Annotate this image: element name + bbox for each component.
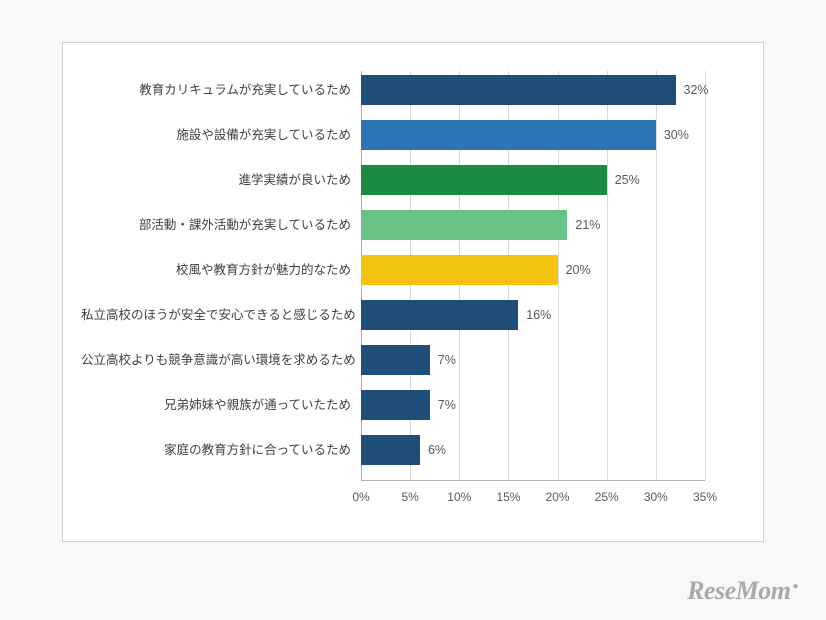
chart-card: 0%5%10%15%20%25%30%35%教育カリキュラムが充実しているため3… — [62, 42, 764, 542]
bar: 32% — [361, 75, 676, 105]
bar-row: 施設や設備が充実しているため30% — [361, 120, 705, 150]
value-label: 30% — [656, 120, 689, 150]
bar-row: 兄弟姉妹や親族が通っていたため7% — [361, 390, 705, 420]
x-tick-label: 0% — [352, 490, 369, 504]
bar-row: 家庭の教育方針に合っているため6% — [361, 435, 705, 465]
bar: 25% — [361, 165, 607, 195]
bar-row: 進学実績が良いため25% — [361, 165, 705, 195]
bar: 30% — [361, 120, 656, 150]
watermark-dot-icon: ● — [792, 581, 798, 592]
bar: 6% — [361, 435, 420, 465]
value-label: 16% — [518, 300, 551, 330]
value-label: 6% — [420, 435, 446, 465]
category-label: 進学実績が良いため — [81, 165, 361, 195]
grid-line — [705, 71, 706, 480]
watermark-text: ReseMom — [687, 576, 790, 605]
bar-row: 私立高校のほうが安全で安心できると感じるため16% — [361, 300, 705, 330]
plot-area: 0%5%10%15%20%25%30%35%教育カリキュラムが充実しているため3… — [361, 71, 705, 481]
value-label: 7% — [430, 390, 456, 420]
category-label: 兄弟姉妹や親族が通っていたため — [81, 390, 361, 420]
bar: 7% — [361, 390, 430, 420]
bar: 20% — [361, 255, 558, 285]
category-label: 公立高校よりも競争意識が高い環境を求めるため — [81, 345, 361, 375]
category-label: 施設や設備が充実しているため — [81, 120, 361, 150]
category-label: 校風や教育方針が魅力的なため — [81, 255, 361, 285]
x-tick-label: 30% — [644, 490, 668, 504]
value-label: 32% — [676, 75, 709, 105]
x-tick-label: 25% — [595, 490, 619, 504]
value-label: 21% — [567, 210, 600, 240]
x-tick-label: 15% — [496, 490, 520, 504]
x-tick-label: 10% — [447, 490, 471, 504]
value-label: 25% — [607, 165, 640, 195]
bar: 21% — [361, 210, 567, 240]
x-tick-label: 20% — [546, 490, 570, 504]
x-tick-label: 35% — [693, 490, 717, 504]
category-label: 部活動・課外活動が充実しているため — [81, 210, 361, 240]
value-label: 20% — [558, 255, 591, 285]
category-label: 家庭の教育方針に合っているため — [81, 435, 361, 465]
bar: 16% — [361, 300, 518, 330]
bar-row: 部活動・課外活動が充実しているため21% — [361, 210, 705, 240]
bar-chart: 0%5%10%15%20%25%30%35%教育カリキュラムが充実しているため3… — [81, 71, 745, 521]
category-label: 教育カリキュラムが充実しているため — [81, 75, 361, 105]
category-label: 私立高校のほうが安全で安心できると感じるため — [81, 300, 361, 330]
bar-row: 公立高校よりも競争意識が高い環境を求めるため7% — [361, 345, 705, 375]
x-tick-label: 5% — [401, 490, 418, 504]
bar-row: 校風や教育方針が魅力的なため20% — [361, 255, 705, 285]
watermark-logo: ReseMom● — [687, 576, 798, 606]
bar-row: 教育カリキュラムが充実しているため32% — [361, 75, 705, 105]
value-label: 7% — [430, 345, 456, 375]
bar: 7% — [361, 345, 430, 375]
